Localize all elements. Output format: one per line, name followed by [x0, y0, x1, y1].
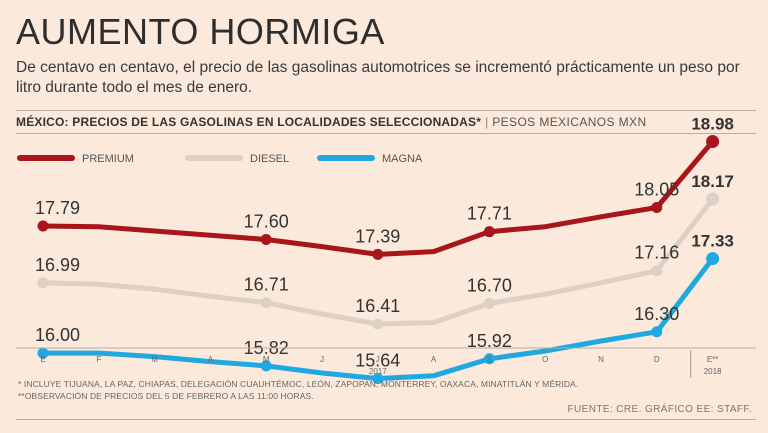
bottom-divider	[16, 419, 756, 420]
data-label-premium-12: 18.98	[691, 115, 734, 134]
legend-label-diesel: DIESEL	[250, 153, 289, 165]
x-tick-label-1: F	[96, 355, 101, 364]
year-label-2018: 2018	[704, 367, 722, 376]
subtitle: De centavo en centavo, el precio de las …	[16, 59, 740, 96]
point-premium-0	[37, 220, 49, 232]
chart-title: MÉXICO: PRECIOS DE LAS GASOLINAS EN LOCA…	[16, 115, 482, 129]
x-tick-label-12: E**	[707, 355, 719, 364]
point-diesel-0	[37, 277, 49, 289]
data-label-magna-11: 16.30	[634, 304, 679, 324]
x-tick-label-11: D	[654, 355, 660, 364]
data-label-premium-8: 17.71	[467, 204, 512, 224]
data-label-magna-12: 17.33	[691, 232, 734, 251]
chart-header: MÉXICO: PRECIOS DE LAS GASOLINAS EN LOCA…	[16, 110, 756, 134]
point-magna-4	[260, 360, 272, 372]
legend-label-magna: MAGNA	[382, 153, 423, 165]
legend-label-premium: PREMIUM	[82, 153, 134, 165]
source-credit: FUENTE: CRE. GRÁFICO EE: STAFF.	[567, 404, 752, 415]
x-tick-label-0: E	[40, 355, 45, 364]
footnote-localities: * INCLUYE TIJUANA, LA PAZ, CHIAPAS, DELE…	[18, 379, 579, 389]
point-magna-8	[483, 353, 495, 365]
x-tick-label-10: N	[598, 355, 604, 364]
data-label-diesel-12: 18.17	[691, 172, 734, 191]
footnote-observation: **OBSERVACIÓN DE PRECIOS DEL 5 DE FEBRER…	[18, 391, 314, 401]
data-label-diesel-0: 16.99	[35, 255, 80, 275]
point-premium-6	[372, 248, 384, 260]
x-tick-label-3: A	[208, 355, 214, 364]
data-label-diesel-11: 17.16	[634, 243, 679, 263]
data-label-magna-0: 16.00	[35, 325, 80, 345]
chart-unit: PESOS MEXICANOS MXN	[492, 115, 647, 129]
point-premium-8	[483, 226, 495, 238]
point-diesel-11	[651, 265, 663, 277]
page-title: AUMENTO HORMIGA	[16, 11, 385, 52]
year-label-2017: 2017	[369, 367, 387, 376]
point-diesel-6	[372, 318, 384, 330]
point-premium-11	[651, 202, 663, 214]
data-label-premium-11: 18.05	[634, 180, 679, 200]
data-label-premium-6: 17.39	[355, 226, 400, 246]
data-label-diesel-6: 16.41	[355, 296, 400, 316]
data-label-premium-4: 17.60	[244, 211, 289, 231]
x-tick-label-8: S	[487, 355, 492, 364]
point-magna-12	[706, 252, 720, 266]
data-label-diesel-8: 16.70	[467, 275, 512, 295]
x-tick-label-4: M	[263, 355, 270, 364]
data-label-magna-8: 15.92	[467, 331, 512, 351]
data-label-magna-6: 15.64	[355, 351, 400, 371]
x-tick-label-5: J	[320, 355, 324, 364]
point-diesel-8	[483, 297, 495, 309]
point-magna-11	[651, 326, 663, 338]
data-label-diesel-4: 16.71	[244, 275, 289, 295]
data-label-premium-0: 17.79	[35, 198, 80, 218]
point-premium-4	[260, 233, 272, 245]
point-diesel-4	[260, 297, 272, 309]
point-magna-6	[372, 373, 384, 385]
x-tick-label-9: O	[542, 355, 548, 364]
point-magna-0	[37, 347, 49, 359]
point-premium-12	[706, 135, 720, 149]
header-separator: |	[485, 115, 489, 129]
point-diesel-12	[706, 192, 720, 206]
x-tick-label-7: A	[431, 355, 437, 364]
x-tick-label-6: J	[376, 355, 380, 364]
x-tick-label-2: M	[151, 355, 158, 364]
